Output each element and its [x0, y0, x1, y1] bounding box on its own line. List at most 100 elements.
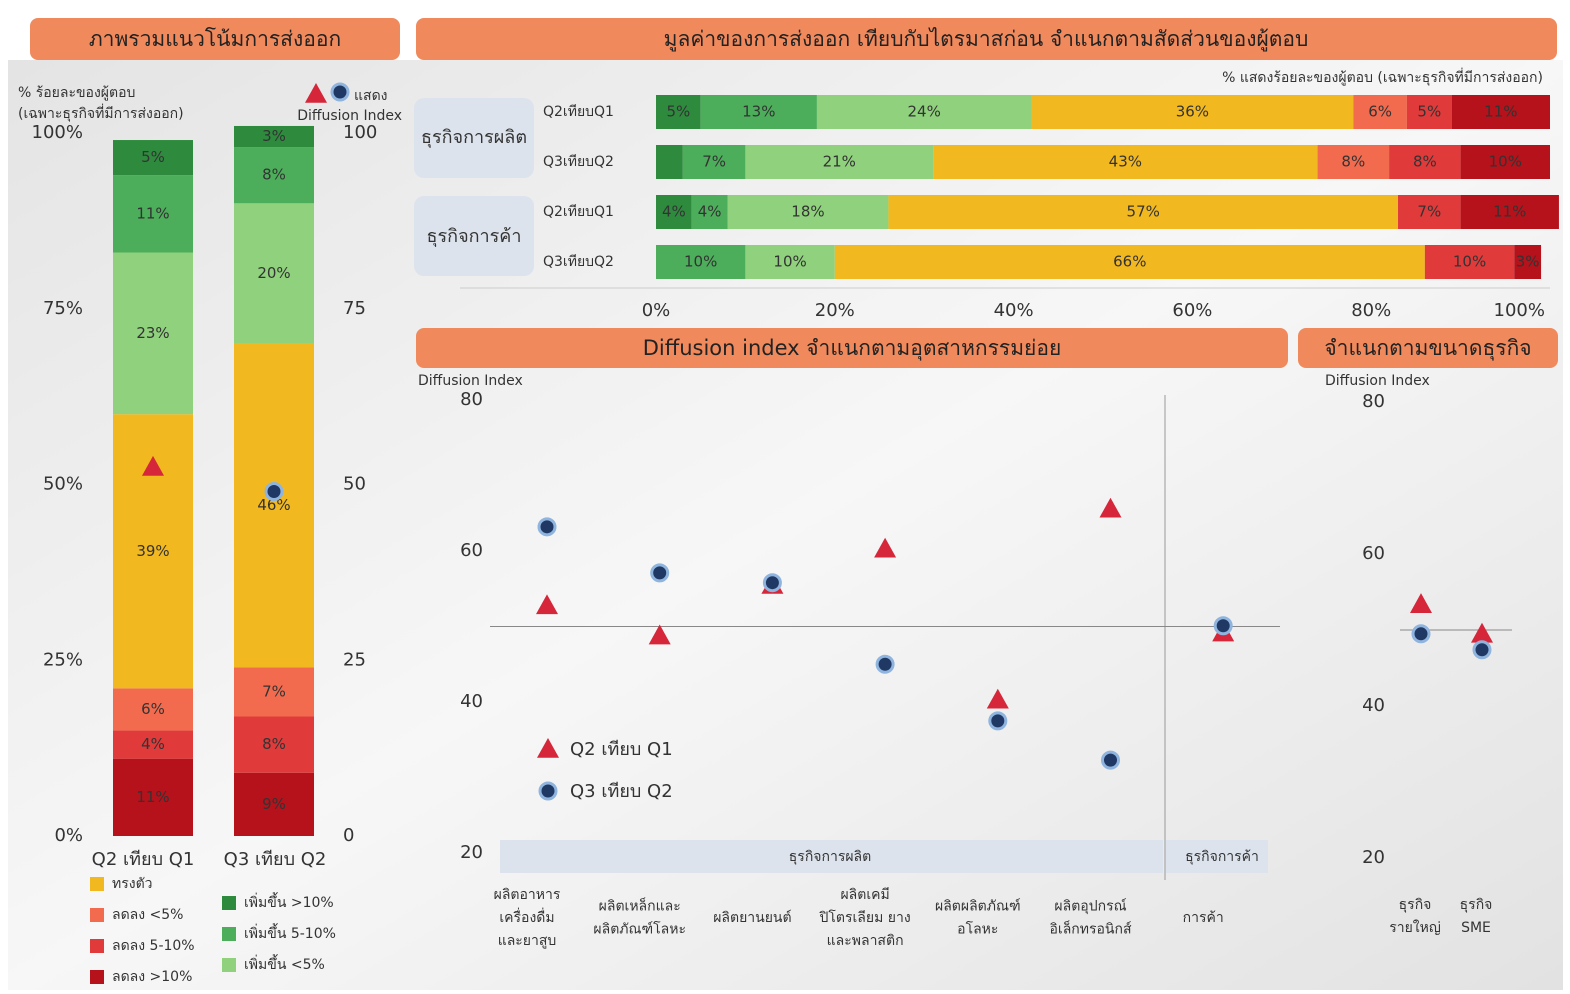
value-label: 5%: [141, 148, 165, 166]
value-label: 9%: [262, 795, 286, 813]
bar-segment: [1317, 145, 1390, 179]
marker-triangle: [1471, 622, 1493, 643]
legend-swatch: [90, 908, 104, 922]
bar-segment: [834, 245, 1425, 279]
bar-segment: [113, 252, 193, 415]
x-tick-label: 80%: [1351, 300, 1391, 321]
bar-segment: [656, 195, 692, 229]
bar-segment: [656, 245, 746, 279]
marker-circle: [264, 482, 284, 502]
legend-swatch: [222, 927, 236, 941]
y-tick-label: 20: [1362, 847, 1385, 868]
bar-segment: [1389, 145, 1461, 179]
title-bar: [30, 18, 400, 60]
bar-segment: [234, 203, 314, 344]
value-label: 18%: [791, 203, 824, 221]
x-tick-label: และยาสูบ: [498, 933, 557, 949]
x-tick-label: รายใหญ่: [1389, 919, 1441, 936]
marker-circle: [988, 711, 1008, 731]
value-label: 4%: [662, 203, 686, 221]
bar-segment: [113, 140, 193, 176]
bar-segment: [1460, 145, 1550, 179]
bar-segment: [113, 688, 193, 731]
y-tick-label: 80: [1362, 391, 1385, 412]
value-label: 7%: [262, 682, 286, 700]
marker-triangle: [874, 537, 897, 558]
bar-segment: [1353, 95, 1407, 129]
x-tick-label: 100%: [1494, 300, 1545, 321]
marker-circle: [762, 573, 782, 593]
chart-title: ภาพรวมแนวโน้มการส่งออก: [89, 27, 341, 51]
x-tick-label: ปิโตรเลียม ยาง: [819, 909, 911, 926]
y-tick-label: 50%: [43, 474, 83, 495]
bar-segment: [888, 195, 1399, 229]
y-tick-label: 100%: [32, 122, 83, 143]
chart-title: จำแนกตามขนาดธุรกิจ: [1324, 336, 1531, 361]
y-tick-label: 20: [460, 842, 483, 863]
x-tick-label: ผลิตเหล็กและ: [599, 897, 681, 915]
y-tick-label: 60: [1362, 543, 1385, 564]
y2-tick-label: 0: [343, 825, 354, 846]
y2-tick-label: 75: [343, 298, 366, 319]
x-tick-label: Q2 เทียบ Q1: [92, 849, 195, 870]
bar-segment: [727, 195, 889, 229]
y-axis-label: Diffusion Index: [418, 373, 523, 389]
bar-segment: [113, 758, 193, 836]
y2-axis-label: แสดง: [354, 88, 388, 104]
marker-triangle: [1099, 497, 1122, 518]
value-label: 10%: [1453, 253, 1486, 271]
x-tick-label: Q3 เทียบ Q2: [224, 849, 327, 870]
bar-segment: [656, 95, 701, 129]
y-tick-label: 40: [1362, 695, 1385, 716]
value-label: 6%: [141, 700, 165, 718]
title-bar: [416, 328, 1288, 368]
y-tick-label: Q2เทียบQ1: [543, 104, 614, 120]
bar-segment: [816, 95, 1032, 129]
bar-segment: [1031, 95, 1354, 129]
bar-segment: [234, 716, 314, 773]
legend-marker: [305, 83, 327, 103]
marker-circle: [1472, 640, 1492, 660]
legend-label: ลดลง >10%: [112, 969, 192, 985]
value-label: 5%: [1417, 103, 1441, 121]
legend-label: เพิ่มขึ้น >10%: [244, 892, 334, 911]
legend-label: เพิ่มขึ้น <5%: [244, 954, 325, 973]
x-tick-label: 60%: [1172, 300, 1212, 321]
value-label: 10%: [684, 253, 717, 271]
y-axis-label: Diffusion Index: [1325, 373, 1430, 389]
x-tick-label: ผลิตอุปกรณ์: [1054, 898, 1126, 915]
bar-segment: [933, 145, 1318, 179]
y2-axis-label: Diffusion Index: [297, 108, 402, 124]
y2-tick-label: 50: [343, 474, 366, 495]
bar-segment: [745, 145, 934, 179]
marker-triangle: [648, 624, 671, 645]
marker-circle: [875, 654, 895, 674]
y-tick-label: 40: [460, 691, 483, 712]
bar-segment: [1514, 245, 1542, 279]
value-label: 21%: [823, 153, 856, 171]
value-label: 23%: [136, 324, 169, 342]
chart-title: มูลค่าของการส่งออก เทียบกับไตรมาสก่อน จำ…: [664, 27, 1309, 52]
legend-marker: [330, 82, 350, 102]
value-label: 3%: [262, 127, 286, 145]
bar-segment: [745, 245, 835, 279]
x-tick-label: ผลิตเคมี: [840, 887, 889, 903]
value-label: 11%: [1484, 103, 1517, 121]
marker-triangle: [1410, 593, 1432, 613]
marker-circle: [537, 517, 557, 537]
y-tick-label: Q2เทียบQ1: [543, 204, 614, 220]
value-label: 10%: [1489, 153, 1522, 171]
bar-segment: [234, 667, 314, 717]
value-label: 43%: [1109, 153, 1142, 171]
group-label: ธุรกิจการค้า: [427, 226, 522, 247]
marker-circle: [1411, 624, 1431, 644]
value-label: 4%: [698, 203, 722, 221]
x-tick-label: ผลิตผลิตภัณฑ์: [935, 898, 1021, 915]
marker-triangle: [536, 594, 558, 615]
y-tick-label: 25%: [43, 649, 83, 670]
bar-segment: [691, 195, 728, 229]
marker-triangle: [142, 455, 164, 476]
legend-label: เพิ่มขึ้น 5-10%: [244, 923, 336, 942]
x-tick-label: 20%: [815, 300, 855, 321]
